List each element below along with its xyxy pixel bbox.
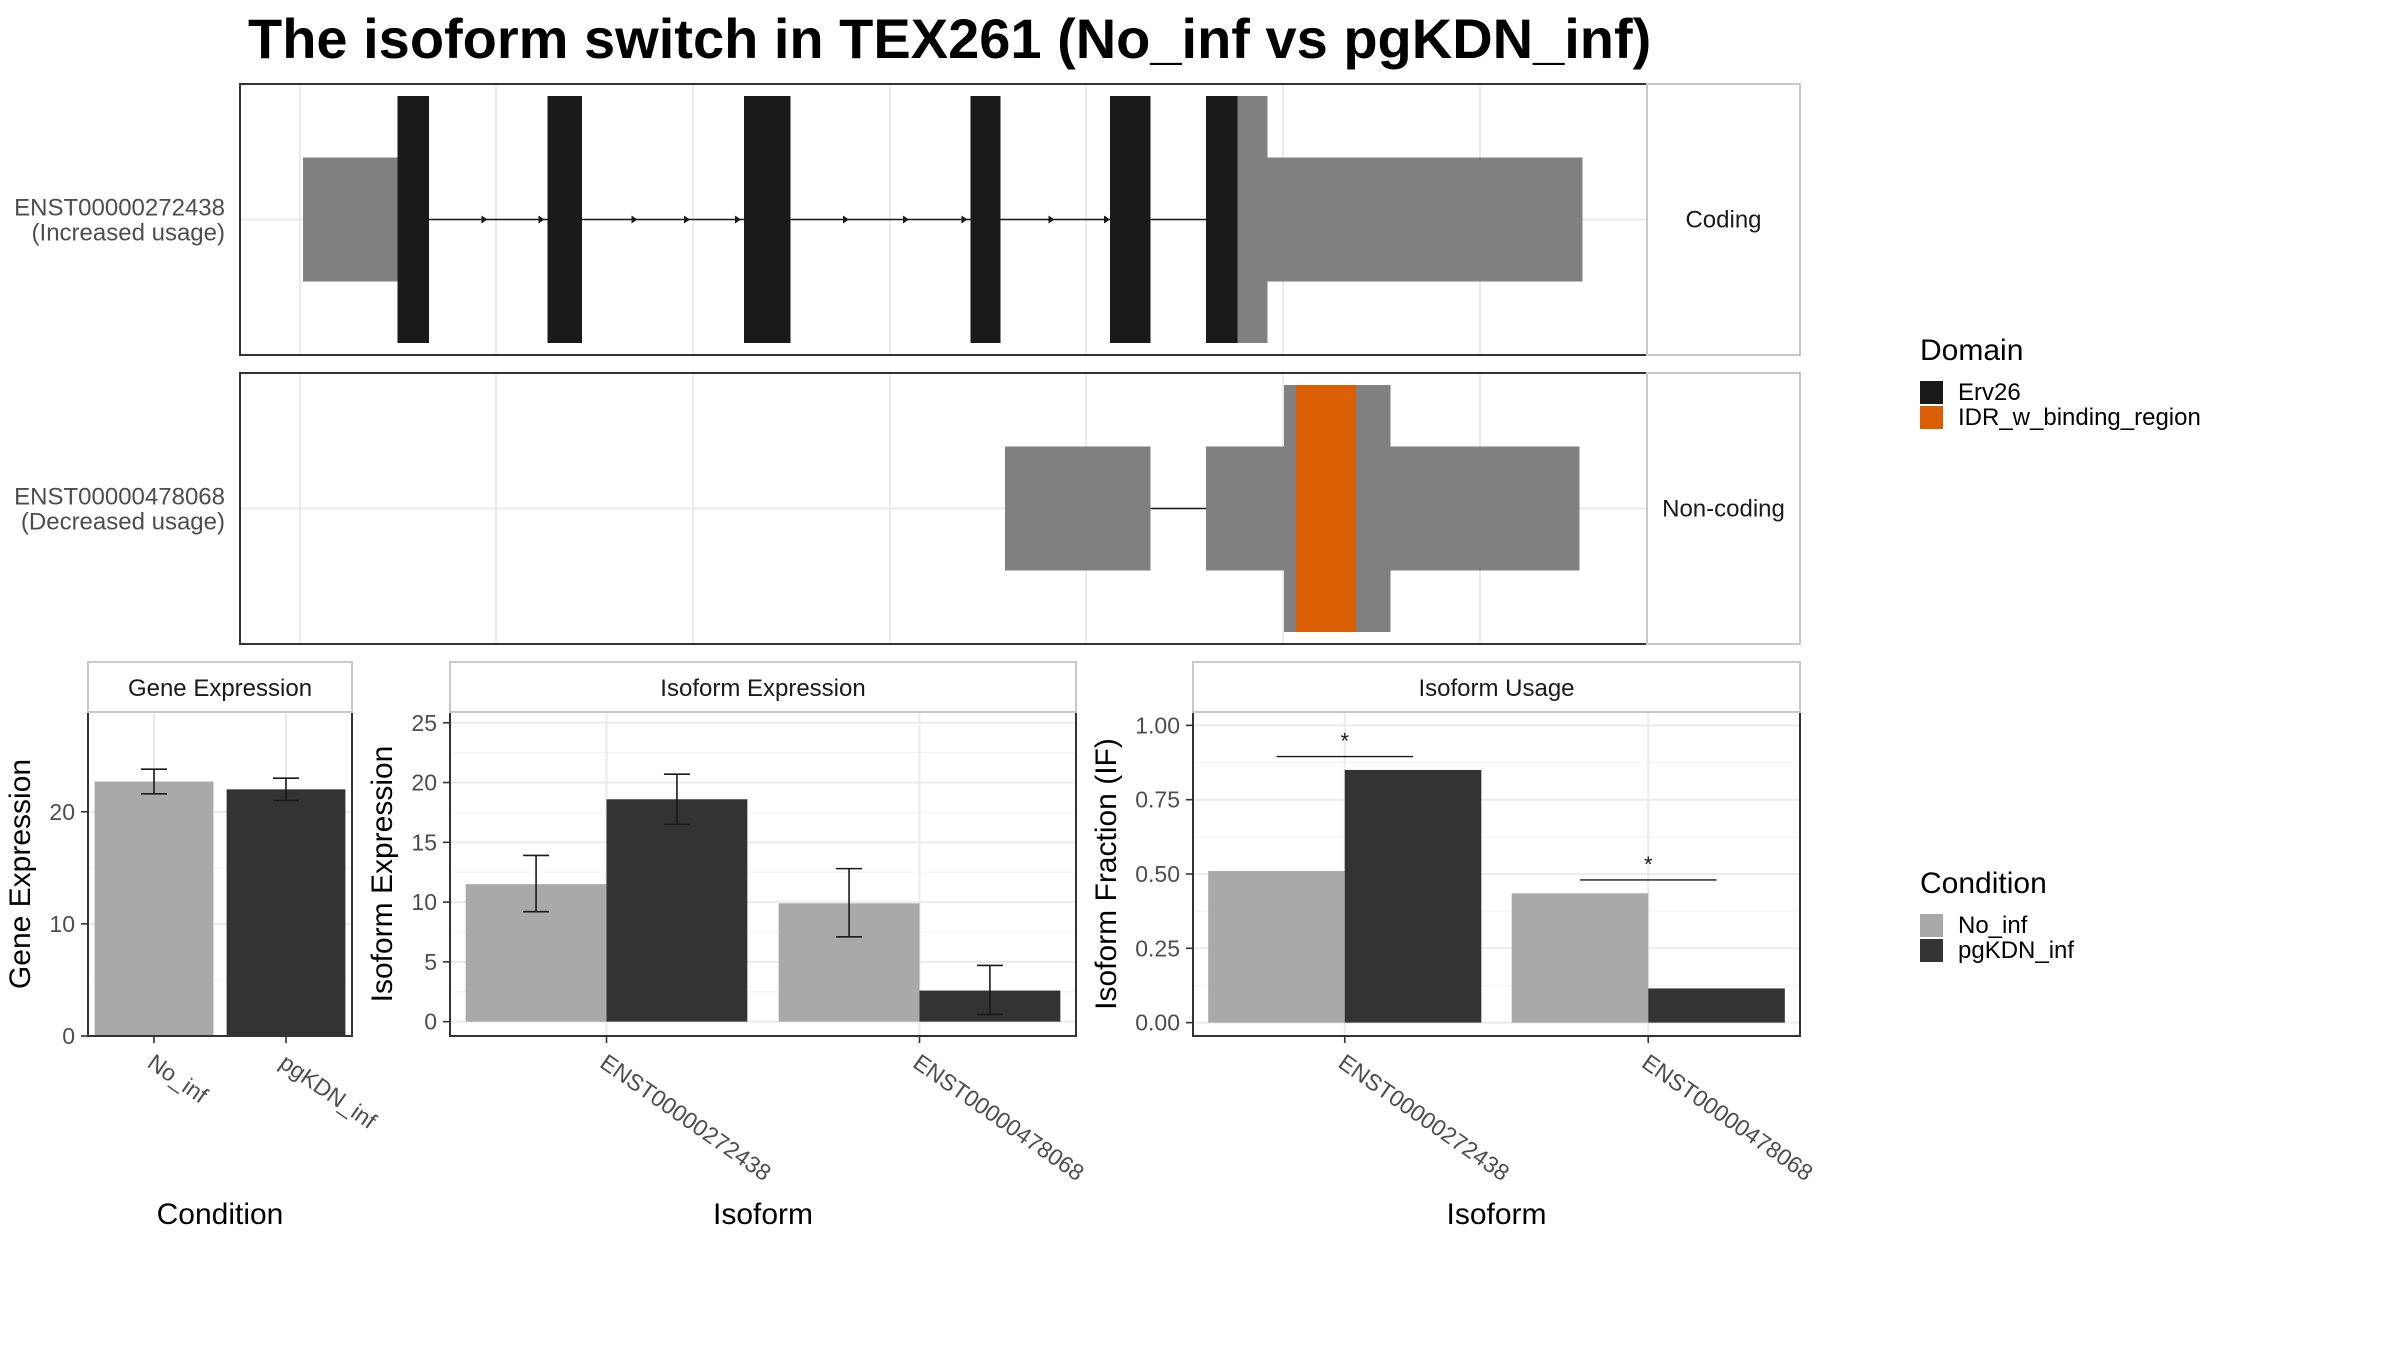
strand-arrow — [631, 215, 638, 224]
transcript-usage-label: (Increased usage) — [32, 220, 225, 247]
y-tick-label: 0.75 — [1135, 787, 1180, 813]
error-bar — [836, 867, 863, 938]
exon-erv26-domain — [547, 96, 582, 343]
y-axis-title: Isoform Expression — [366, 746, 399, 1003]
y-axis-title: Gene Expression — [4, 759, 37, 989]
figure-title: The isoform switch in TEX261 (No_inf vs … — [248, 7, 1651, 70]
facet-strip — [449, 661, 1077, 713]
strand-arrow — [538, 215, 545, 224]
bar-pgkdn-inf — [1344, 769, 1482, 1023]
bar-chart-3: * * Isoform Usage 0.00 0.25 0.50 0.75 1.00 ENST0… — [1090, 661, 1818, 1231]
bar-no-inf — [1208, 871, 1345, 1023]
legend-key-swatch — [1920, 914, 1943, 937]
transcript-id-label: ENST00000478068 — [14, 484, 225, 511]
legend-item-label: pgKDN_inf — [1958, 937, 2074, 964]
exon-utr-block — [303, 157, 398, 282]
exon-erv26-domain — [397, 96, 429, 343]
y-tick-label: 15 — [411, 829, 437, 855]
facet-strip-label: Gene Expression — [128, 675, 312, 702]
y-tick-label: 10 — [49, 911, 75, 937]
error-bar — [976, 964, 1003, 1016]
facet-strip — [87, 661, 353, 713]
transcript-id-label: ENST00000272438 — [14, 195, 225, 222]
y-tick-label: 0.25 — [1135, 935, 1180, 961]
facet-strip-label: Isoform Usage — [1418, 675, 1574, 702]
y-tick-label: 25 — [411, 710, 437, 736]
bar-chart-1: Gene Expression 0 10 20 No_inf pgKDN_inf Condi… — [4, 661, 382, 1231]
x-tick-label: No_inf — [143, 1049, 213, 1109]
legend-item-label: IDR_w_binding_region — [1958, 404, 2201, 431]
x-tick-label: ENST00000272438 — [1334, 1049, 1514, 1186]
y-tick-label: 0 — [424, 1009, 437, 1035]
legend-key-swatch — [1920, 406, 1943, 429]
error-bar — [141, 768, 167, 795]
x-axis-title: Isoform — [713, 1198, 813, 1231]
transcript-structure-panel: Coding ENST00000272438(Increased usage) No… — [14, 83, 1801, 645]
strand-arrow — [903, 215, 909, 224]
exon-utr-block — [1267, 157, 1583, 282]
legend-key-swatch — [1920, 939, 1943, 962]
strand-arrow — [1104, 215, 1110, 224]
error-bar — [523, 854, 550, 913]
bar — [226, 789, 346, 1036]
transcript-usage-label: (Decreased usage) — [21, 509, 225, 536]
y-tick-label: 10 — [411, 889, 437, 915]
facet-label: Non-coding — [1662, 496, 1785, 523]
bar — [94, 781, 214, 1036]
error-bar — [663, 773, 690, 826]
transcript-row-1: Coding ENST00000272438(Increased usage) — [14, 83, 1801, 356]
y-tick-label: 0.00 — [1135, 1010, 1180, 1036]
legend-item-label: Erv26 — [1958, 379, 2021, 406]
bar-chart-2: Isoform Expression 0 5 10 15 20 25 ENST00000272… — [366, 661, 1089, 1231]
y-tick-label: 1.00 — [1135, 712, 1180, 738]
significance-star: * — [1644, 852, 1653, 877]
bar-pgkdn-inf — [606, 799, 748, 1022]
bar-pgkdn-inf — [1648, 988, 1785, 1023]
x-tick-label: ENST00000478068 — [909, 1049, 1089, 1186]
legend-title: Condition — [1920, 867, 2047, 900]
x-axis-title: Condition — [157, 1198, 284, 1231]
x-tick-label: ENST00000478068 — [1637, 1049, 1817, 1186]
strand-arrow — [1048, 215, 1055, 224]
strand-arrow — [684, 215, 690, 224]
y-tick-label: 20 — [411, 770, 437, 796]
legend-title: Domain — [1920, 334, 2023, 367]
exon-erv26-domain — [744, 96, 791, 343]
significance-star: * — [1340, 729, 1349, 754]
bar-no-inf — [1511, 893, 1649, 1023]
facet-strip-label: Isoform Expression — [660, 675, 865, 702]
legend-key-swatch — [1920, 381, 1943, 404]
error-bar — [273, 777, 299, 802]
x-axis-title: Isoform — [1446, 1198, 1546, 1231]
x-tick-label: ENST00000272438 — [596, 1049, 776, 1186]
transcript-row-2: Non-coding ENST00000478068(Decreased usag… — [14, 372, 1801, 645]
x-tick-label: pgKDN_inf — [275, 1049, 382, 1134]
bar-charts-panel: Gene Expression 0 10 20 No_inf pgKDN_inf Condi… — [4, 661, 1818, 1231]
exon-block — [1237, 96, 1268, 343]
strand-arrow — [843, 215, 849, 224]
facet-strip — [1646, 83, 1801, 356]
legend-item-label: No_inf — [1958, 912, 2028, 939]
y-axis-title: Isoform Fraction (IF) — [1090, 738, 1123, 1010]
exon-utr-block — [1206, 446, 1580, 571]
y-tick-label: 5 — [424, 949, 437, 975]
y-tick-label: 0.50 — [1135, 861, 1180, 887]
facet-label: Coding — [1685, 207, 1761, 234]
exon-erv26-domain — [1110, 96, 1151, 343]
y-tick-label: 0 — [62, 1023, 75, 1049]
strand-arrow — [735, 215, 741, 224]
exon-erv26-domain — [970, 96, 1001, 343]
strand-arrow — [961, 215, 968, 224]
exon-erv26-domain — [1206, 96, 1238, 343]
facet-strip — [1646, 372, 1801, 645]
exon-idr-domain — [1296, 385, 1356, 632]
facet-strip — [1192, 661, 1801, 713]
exon-utr-block — [1005, 446, 1151, 571]
strand-arrow — [481, 215, 488, 224]
y-tick-label: 20 — [49, 799, 75, 825]
